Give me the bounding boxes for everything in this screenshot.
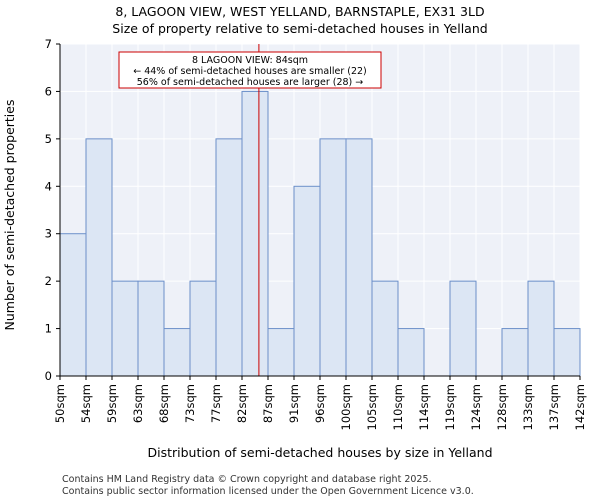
x-ticks: 50sqm 54sqm 59sqm 63sqm 68sqm 73sqm 77sqm 82sqm…: [53, 376, 587, 430]
annotation-line2: ← 44% of semi-detached houses are smalle…: [133, 66, 367, 77]
bar: [527, 280, 555, 377]
chart-title-line1: 8, LAGOON VIEW, WEST YELLAND, BARNSTAPLE…: [115, 4, 484, 19]
annotation-box: [118, 51, 382, 89]
y-axis-label: Number of semi-detached properties: [2, 100, 17, 331]
bar: [397, 328, 425, 377]
annotation-line1: 8 LAGOON VIEW: 84sqm: [192, 55, 308, 66]
y-tick-label: 0: [45, 369, 52, 383]
x-tick-label: 50sqm: [53, 384, 67, 423]
x-tick-label: 63sqm: [131, 384, 145, 423]
annotation-line3: 56% of semi-detached houses are larger (…: [137, 77, 364, 88]
bar: [501, 328, 529, 377]
bar: [85, 138, 113, 377]
x-tick-label: 54sqm: [79, 384, 93, 423]
x-tick-label: 77sqm: [209, 384, 223, 423]
x-tick-label: 137sqm: [547, 384, 561, 430]
bar: [163, 328, 191, 377]
footer-line1: Contains HM Land Registry data © Crown c…: [62, 474, 432, 485]
bars: [59, 90, 581, 377]
x-tick-label: 114sqm: [417, 384, 431, 430]
bar: [293, 185, 321, 377]
y-tick-label: 5: [45, 132, 52, 146]
x-tick-label: 124sqm: [469, 384, 483, 430]
x-tick-label: 82sqm: [235, 384, 249, 423]
x-tick-label: 105sqm: [365, 384, 379, 430]
bar: [111, 280, 139, 377]
x-tick-label: 96sqm: [313, 384, 327, 423]
bar: [137, 280, 165, 377]
x-tick-label: 91sqm: [287, 384, 301, 423]
x-tick-label: 68sqm: [157, 384, 171, 423]
bar: [371, 280, 399, 377]
y-tick-label: 4: [45, 179, 52, 193]
x-tick-label: 119sqm: [443, 384, 457, 430]
x-axis-label: Distribution of semi-detached houses by …: [147, 445, 492, 460]
x-tick-label: 142sqm: [573, 384, 587, 430]
footer-line2: Contains public sector information licen…: [62, 486, 474, 497]
bar: [319, 138, 347, 377]
bar: [267, 328, 295, 377]
x-tick-label: 59sqm: [105, 384, 119, 423]
y-ticks: 0 1 2 3 4 5 6 7: [45, 37, 60, 383]
y-tick-label: 2: [45, 274, 52, 288]
x-tick-label: 73sqm: [183, 384, 197, 423]
x-tick-label: 87sqm: [261, 384, 275, 423]
x-tick-label: 128sqm: [495, 384, 509, 430]
x-tick-label: 110sqm: [391, 384, 405, 430]
bar: [449, 280, 477, 377]
x-tick-label: 133sqm: [521, 384, 535, 430]
y-tick-label: 7: [45, 37, 52, 51]
x-tick-label: 100sqm: [339, 384, 353, 430]
y-tick-label: 3: [45, 227, 52, 241]
bar: [189, 280, 217, 377]
bar: [241, 90, 269, 377]
y-tick-label: 6: [45, 84, 52, 98]
y-tick-label: 1: [45, 322, 52, 336]
bar: [215, 138, 243, 377]
bar: [553, 328, 581, 377]
chart-title-line2: Size of property relative to semi-detach…: [112, 21, 487, 36]
bar: [345, 138, 373, 377]
bar: [59, 233, 87, 377]
